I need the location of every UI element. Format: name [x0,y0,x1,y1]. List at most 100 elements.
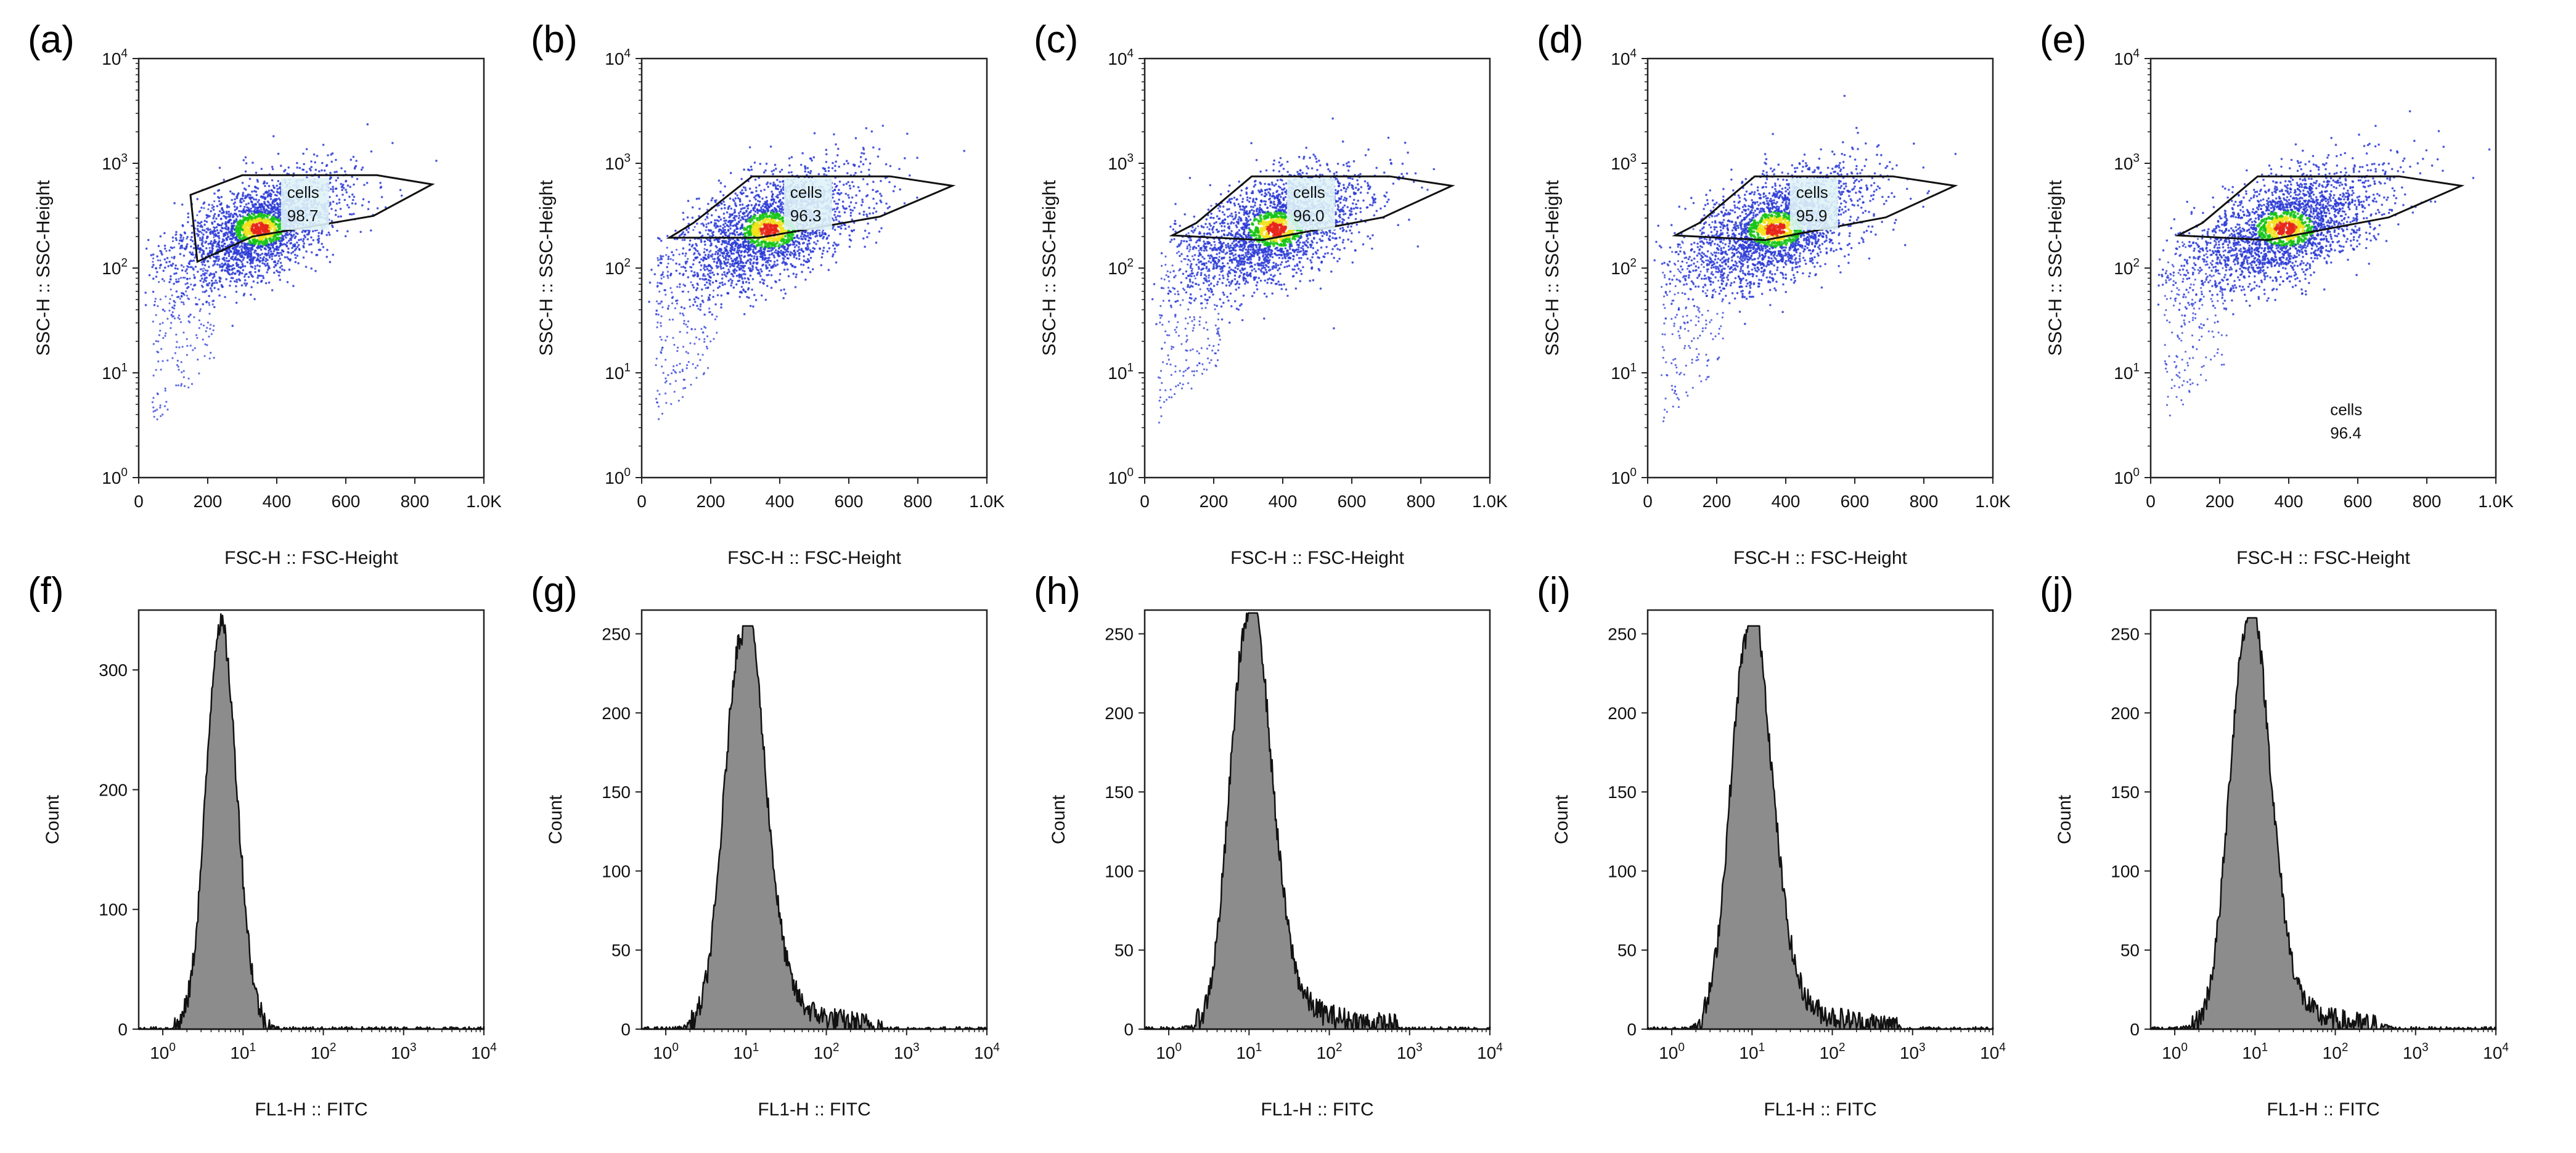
scatter-point [729,227,732,230]
scatter-point [858,189,861,192]
scatter-point [276,262,279,265]
scatter-point [242,192,245,194]
scatter-point [759,275,762,277]
scatter-point [268,206,271,210]
scatter-point [157,245,160,248]
scatter-point [205,272,208,274]
scatter-point [156,418,158,421]
scatter-point [290,238,293,242]
scatter-point [235,258,238,261]
scatter-point [812,246,814,250]
scatter-point [751,229,754,232]
scatter-point [330,208,333,210]
scatter-point [268,237,271,240]
scatter-point [690,270,693,272]
scatter-point [248,228,251,232]
scatter-point [179,239,181,242]
scatter-point [163,232,166,235]
scatter-point [813,132,816,134]
scatter-point [345,189,347,191]
scatter-point [186,282,189,285]
scatter-point [310,243,313,246]
scatter-point [346,204,349,206]
scatter-point [239,221,242,224]
scatter-point [793,249,796,252]
scatter-point [746,207,750,210]
scatter-point [716,253,719,256]
scatter-point [727,258,730,261]
scatter-point [752,248,754,251]
scatter-point [178,318,181,320]
scatter-point [777,196,779,199]
scatter-point [838,220,840,223]
scatter-point [759,190,763,192]
scatter-point [655,309,658,312]
scatter-point [220,230,223,233]
scatter-point [184,270,187,272]
scatter-point [205,214,208,217]
scatter-point [179,234,182,236]
scatter-point [292,235,294,238]
scatter-point [735,269,738,272]
scatter-point [187,212,190,215]
scatter-point [706,267,709,271]
scatter-point [173,246,176,248]
scatter-point [213,325,215,327]
scatter-point [689,239,692,242]
scatter-point [866,235,869,238]
scatter-point [271,179,274,182]
scatter-point [909,174,911,177]
scatter-point [353,183,355,186]
scatter-point [714,219,716,222]
scatter-point [762,219,766,223]
scatter-point [198,310,201,312]
scatter-point [666,235,669,237]
scatter-point [848,205,851,208]
scatter-point [298,238,300,242]
scatter-point [730,257,733,260]
scatter-point [873,207,875,210]
scatter-point [698,253,701,256]
scatter-point [225,257,228,259]
scatter-point [253,298,256,301]
scatter-point [868,206,870,210]
scatter-point [264,282,268,285]
scatter-point [825,149,828,151]
scatter-point [263,200,266,203]
scatter-point [807,171,810,174]
scatter-point [321,232,323,235]
scatter-point [175,272,178,275]
scatter-point [178,278,180,280]
scatter-point [879,192,881,195]
scatter-point [875,202,878,205]
scatter-point [899,188,901,191]
scatter-point [202,202,205,205]
scatter-point [774,264,777,267]
scatter-point [171,263,174,265]
scatter-point [200,274,203,277]
scatter-point [266,210,269,213]
scatter-point [213,216,215,218]
scatter-point [278,210,280,213]
scatter-point [249,262,251,265]
scatter-point [277,218,280,221]
scatter-point [167,265,170,267]
scatter-point [152,320,154,323]
scatter-point [734,204,737,206]
scatter-point [254,226,258,230]
scatter-point [762,256,764,259]
scatter-point [834,250,836,253]
scatter-point [179,247,182,250]
scatter-point [692,304,695,306]
scatter-point [330,176,332,179]
scatter-point [742,246,745,248]
scatter-point [228,269,231,271]
scatter-point [250,200,253,203]
scatter-point [730,259,734,263]
scatter-point [175,238,178,242]
scatter-point [179,321,182,324]
scatter-point [169,298,171,300]
scatter-point [687,276,690,279]
scatter-point [862,210,865,213]
scatter-point [707,222,710,225]
